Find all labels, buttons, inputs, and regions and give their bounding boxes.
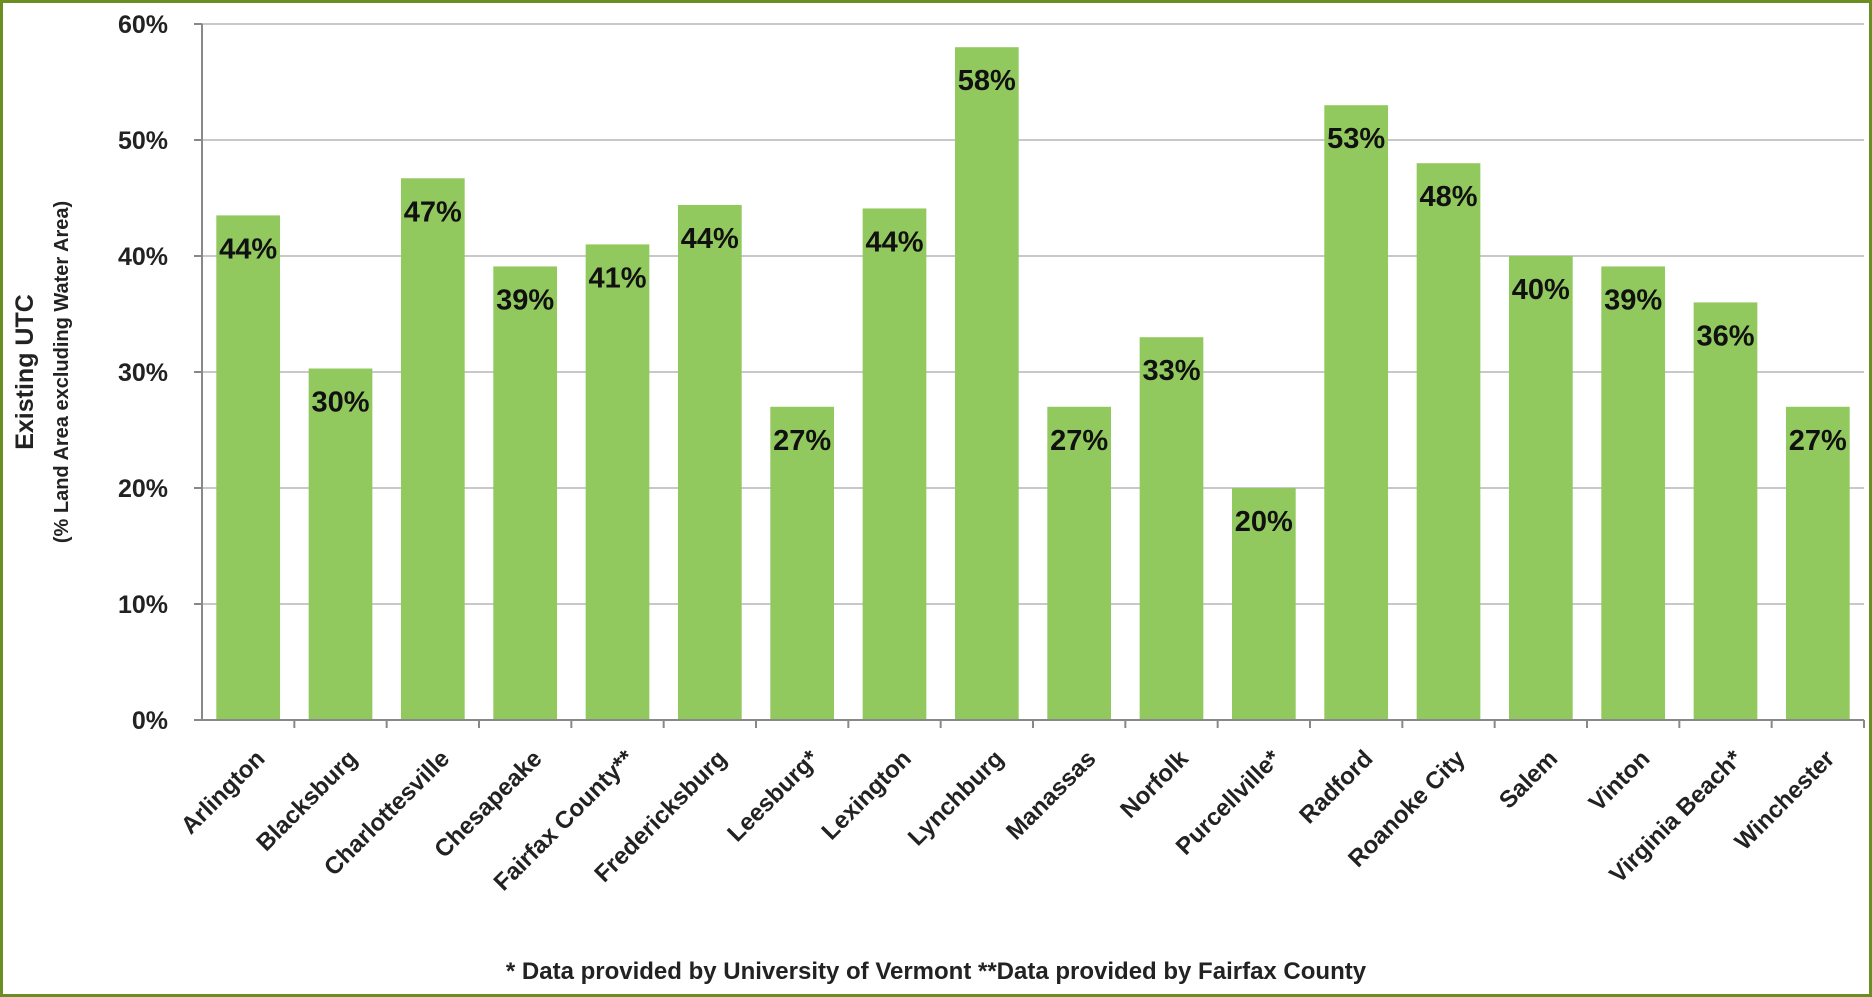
x-tick-label: Radford [1294,745,1378,829]
y-tick-label: 40% [118,243,168,271]
data-label: 27% [1789,425,1847,457]
bar [954,47,1019,720]
x-tick-label: Leesburg* [722,745,825,848]
gridlines [202,23,1864,605]
x-tick-label: Lexington [817,745,917,845]
bar [1693,302,1758,720]
y-tick-label: 50% [118,127,168,155]
y-tick-label: 30% [118,359,168,387]
bar [862,208,927,720]
data-label: 53% [1327,123,1385,155]
y-tick-label: 0% [132,707,168,735]
data-label: 44% [219,233,277,265]
bar [770,406,835,720]
data-label: 44% [865,226,923,258]
bars [216,47,1850,720]
bar [677,204,742,720]
data-label: 39% [496,284,554,316]
x-tick-label: Norfolk [1115,745,1194,824]
y-axis-subtitle: (% Land Area excluding Water Area) [51,201,73,543]
data-label: 20% [1235,506,1293,538]
bar [1785,406,1850,720]
bar [493,266,558,720]
bar [1231,488,1296,720]
x-tick-label: Lynchburg [903,745,1009,851]
data-label: 44% [681,223,739,255]
bar [1139,337,1204,720]
data-label: 47% [404,196,462,228]
y-tick-label: 60% [118,11,168,39]
data-label: 39% [1604,284,1662,316]
bar [1508,256,1573,720]
x-tick-label: Vinton [1584,745,1656,817]
data-label: 58% [958,65,1016,97]
bar [308,368,373,720]
data-label: 36% [1696,320,1754,352]
data-label: 27% [773,425,831,457]
bar [1047,406,1112,720]
bar [1601,266,1666,720]
data-label: 48% [1419,181,1477,213]
y-axis-title: Existing UTC [11,294,39,450]
data-label: 40% [1512,274,1570,306]
footnote: * Data provided by University of Vermont… [505,958,1367,985]
y-tick-label: 10% [118,591,168,619]
bar [216,215,281,720]
bar [585,244,650,720]
axes [194,23,1865,728]
data-label: 27% [1050,425,1108,457]
bar [400,178,465,720]
x-tick-label: Manassas [1001,745,1101,845]
y-tick-label: 20% [118,475,168,503]
x-tick-label: Salem [1494,745,1563,814]
x-tick-label: Winchester [1730,745,1840,855]
data-label: 33% [1142,355,1200,387]
bar [1324,105,1389,720]
data-label: 30% [311,387,369,419]
x-tick-label: Arlington [176,745,270,839]
data-label: 41% [588,262,646,294]
bar [1416,163,1481,720]
